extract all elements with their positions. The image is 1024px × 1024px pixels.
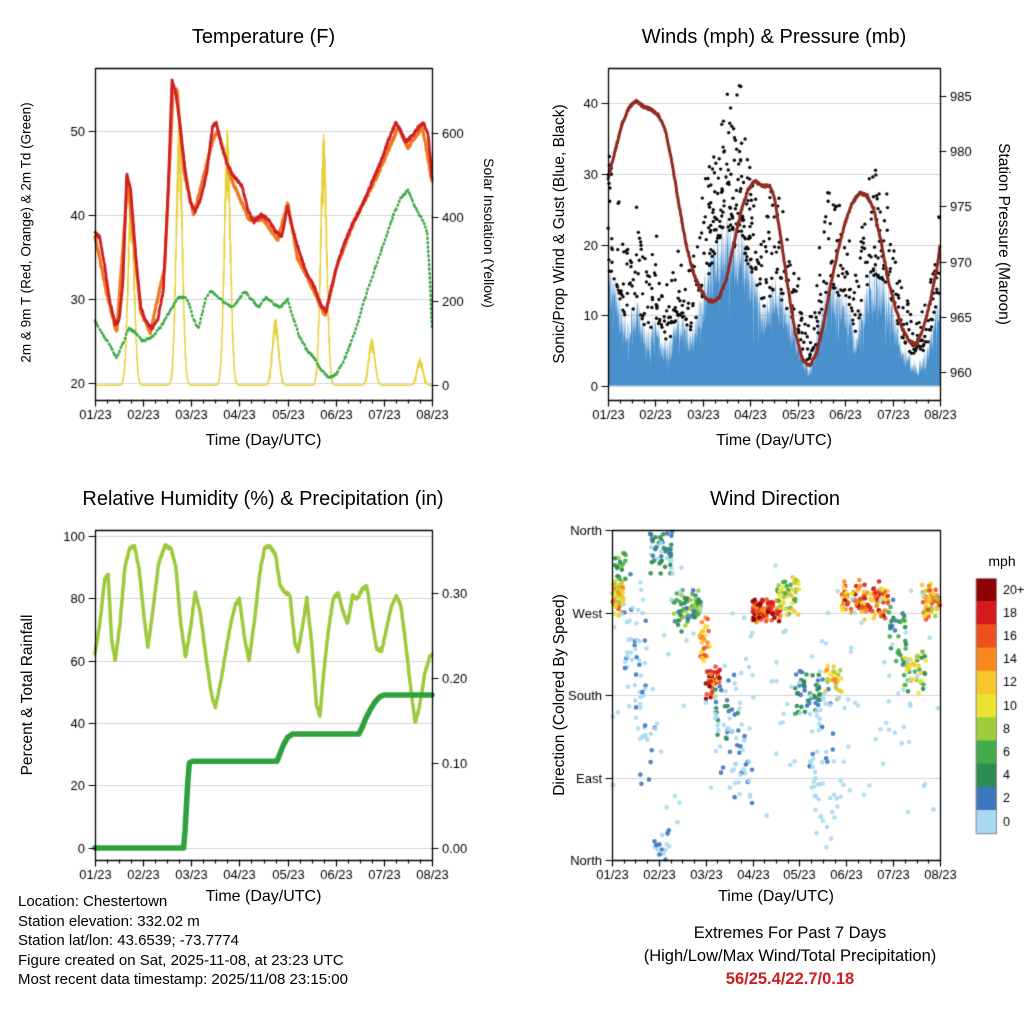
- wind-direction-title: Wind Direction: [709, 488, 841, 510]
- rh-precip-ylabel-left: Percent & Total Rainfall: [19, 614, 36, 776]
- temperature-ylabel-left: 2m & 9m T (Red, Orange) & 2m Td (Green): [18, 102, 34, 363]
- extremes-block: Extremes For Past 7 Days (High/Low/Max W…: [565, 922, 1015, 991]
- rh-precip-title: Relative Humidity (%) & Precipitation (i…: [82, 488, 444, 510]
- temperature-xlabel: Time (Day/UTC): [205, 432, 322, 449]
- station-elevation: Station elevation: 332.02 m: [18, 912, 200, 930]
- temperature-ylabel-right: Solar Insolation (Yellow): [481, 158, 497, 308]
- winds-pressure-xlabel: Time (Day/UTC): [716, 432, 832, 449]
- most-recent-data-timestamp: Most recent data timestamp: 2025/11/08 2…: [18, 971, 348, 988]
- extremes-subtitle: (High/Low/Max Wind/Total Precipitation): [643, 947, 937, 965]
- station-latlon: Station lat/lon: 43.6539; -73.7774: [18, 932, 240, 949]
- temperature-title: Temperature (F): [191, 26, 336, 48]
- rh-precip-xlabel: Time (Day/UTC): [205, 888, 322, 905]
- winds-pressure-ylabel-left: Sonic/Prop Wind & Gust (Blue, Black): [551, 104, 568, 364]
- colorbar-unit-label: mph: [988, 553, 1016, 569]
- wind-direction-ylabel-left: Direction (Colored By Speed): [551, 594, 568, 796]
- wind-direction-xlabel: Time (Day/UTC): [718, 888, 834, 905]
- station-info: Location: Chestertown Station elevation:…: [18, 892, 348, 990]
- extremes-value: 56/25.4/22.7/0.18: [725, 970, 855, 988]
- winds-pressure-title: Winds (mph) & Pressure (mb): [641, 26, 907, 48]
- station-location: Location: Chestertown: [18, 893, 168, 910]
- extremes-title: Extremes For Past 7 Days: [693, 924, 887, 942]
- winds-pressure-ylabel-right: Station Pressure (Maroon): [995, 143, 1012, 325]
- figure-created-timestamp: Figure created on Sat, 2025-11-08, at 23…: [18, 951, 344, 969]
